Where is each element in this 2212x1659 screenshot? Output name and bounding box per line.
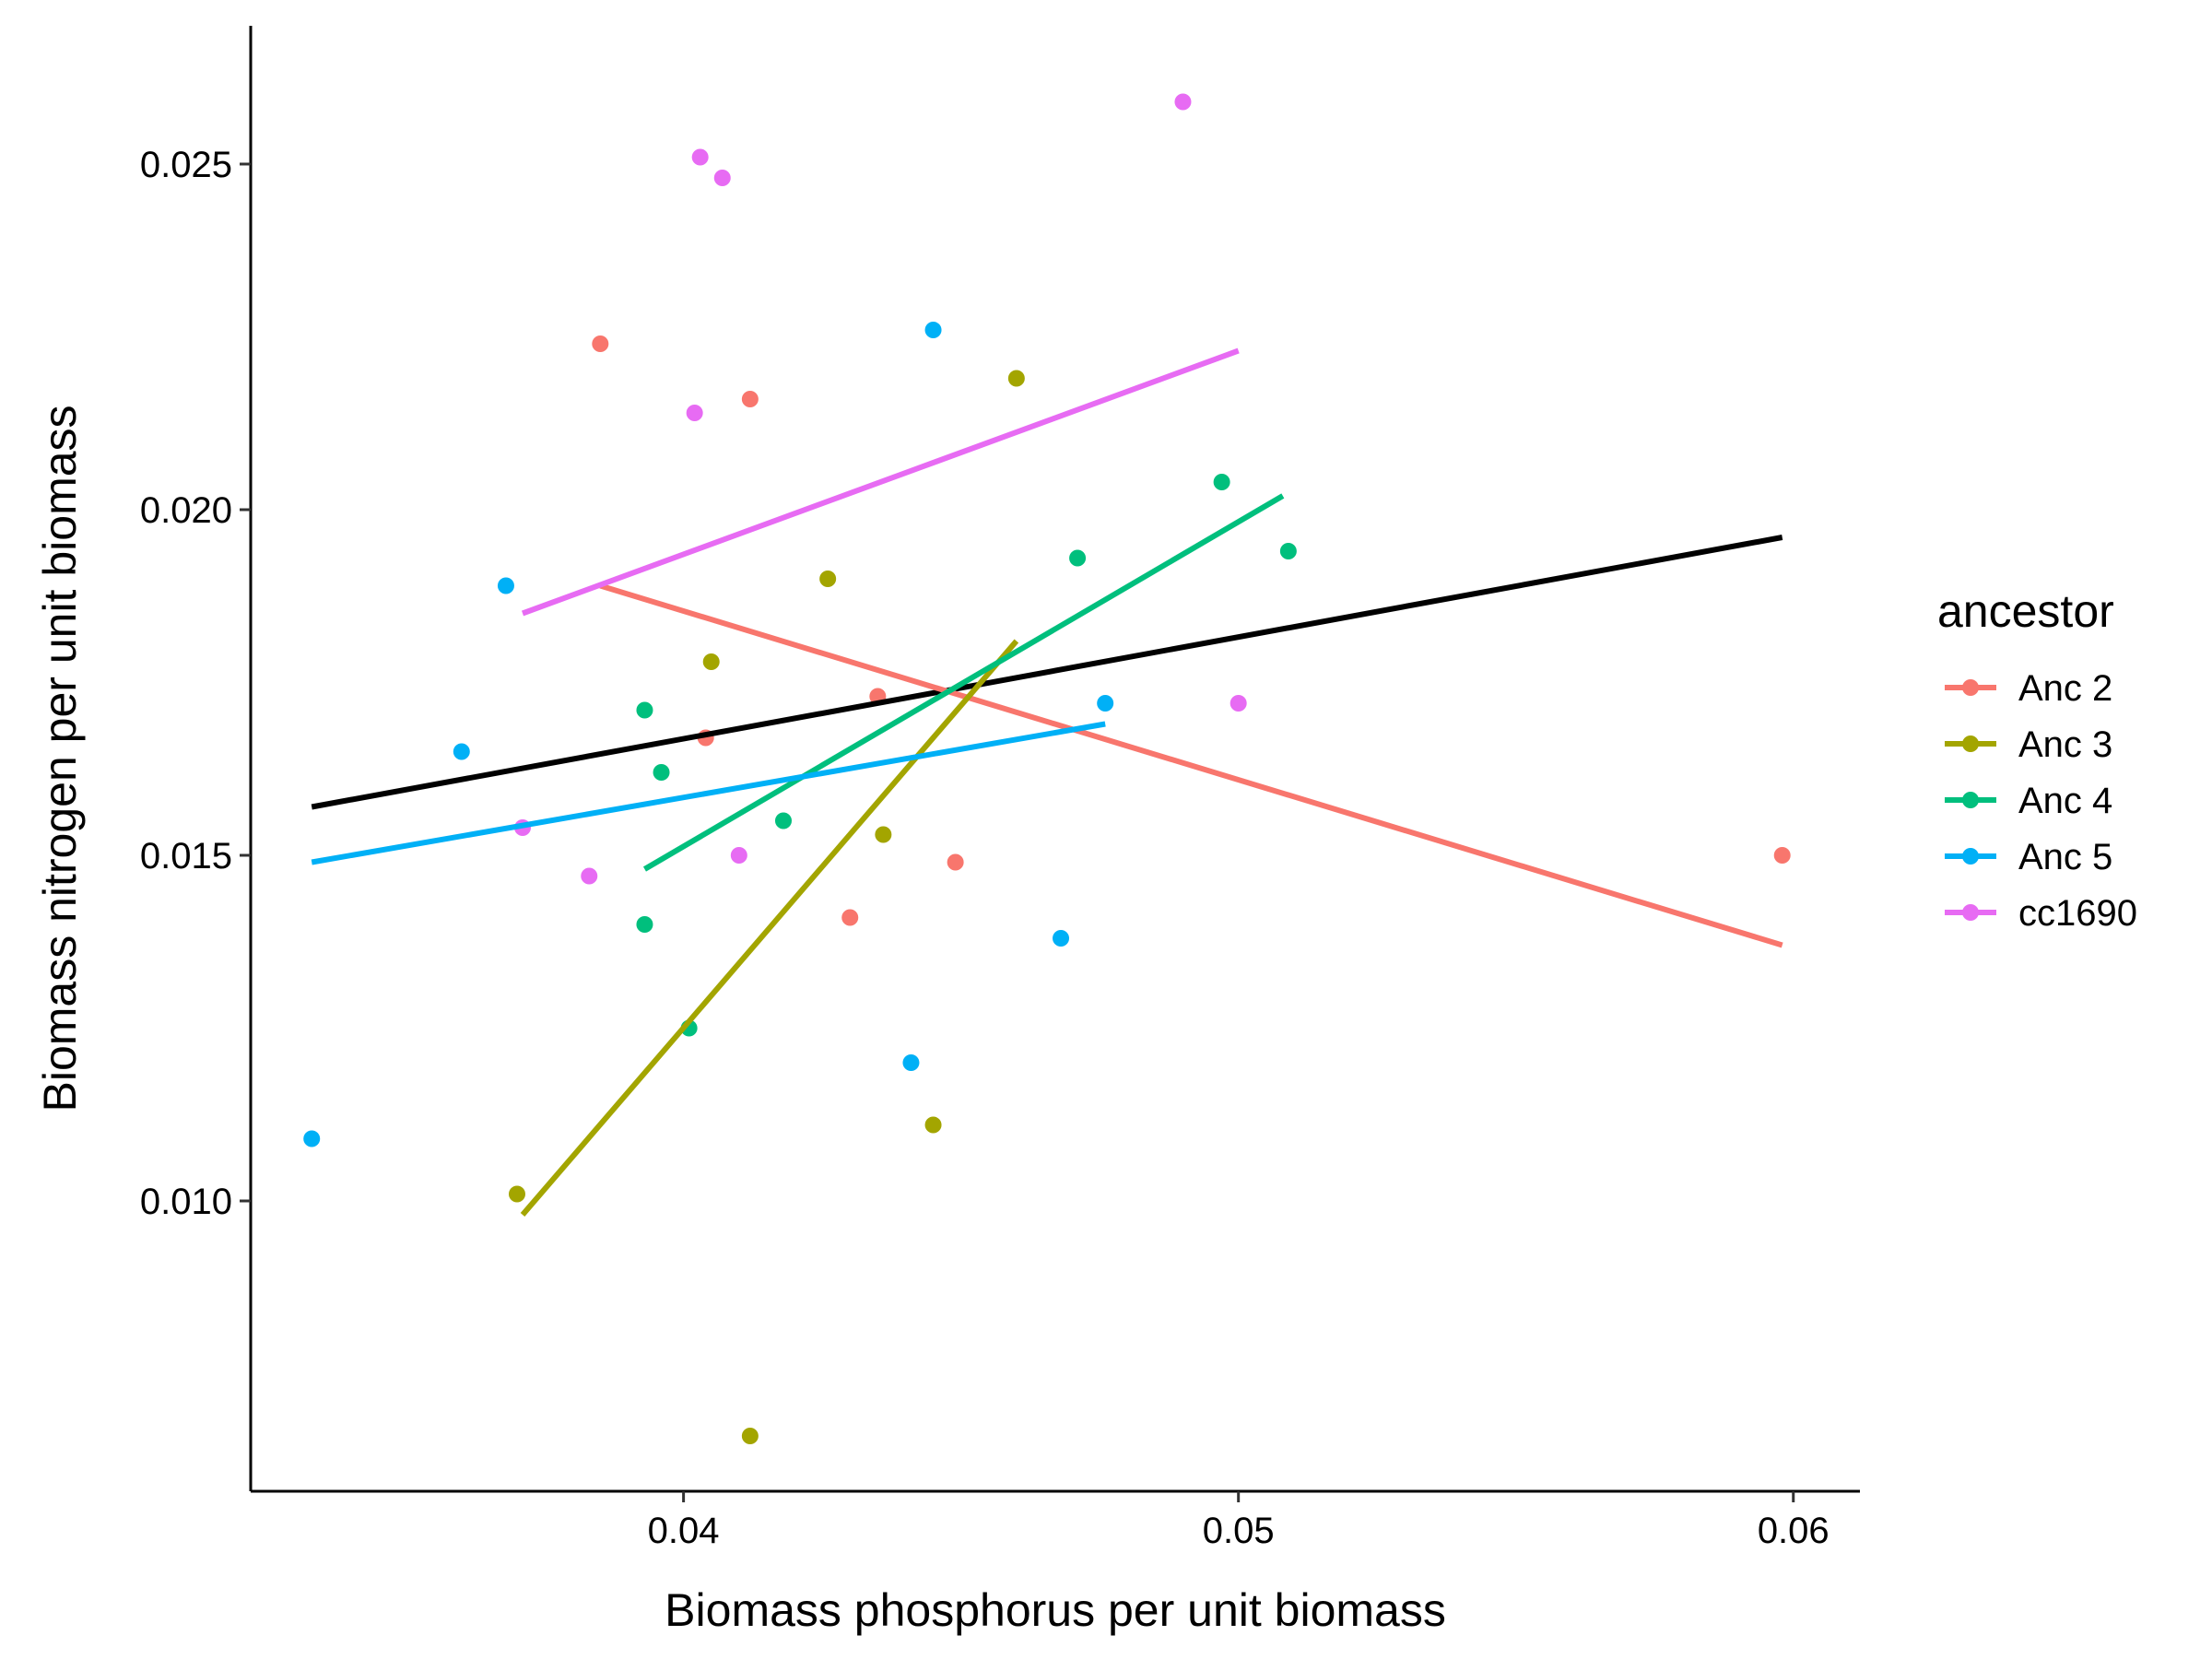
data-point	[581, 867, 598, 885]
data-point	[875, 826, 892, 843]
data-point	[636, 916, 653, 933]
data-point	[819, 571, 837, 587]
legend-label: cc1690	[2018, 893, 2137, 934]
data-point	[741, 391, 759, 407]
data-points	[303, 93, 1791, 1444]
data-point	[730, 847, 747, 864]
data-point	[841, 909, 859, 926]
data-point	[303, 1130, 321, 1147]
data-point	[1069, 549, 1087, 567]
legend-key-point	[1962, 792, 1979, 808]
data-point	[1097, 695, 1114, 712]
data-point	[741, 1428, 759, 1444]
legend-key-point	[1962, 848, 1979, 865]
data-point	[636, 701, 653, 719]
series-fit-line	[311, 721, 1106, 865]
y-tick-label: 0.015	[140, 836, 232, 877]
data-point	[453, 743, 470, 760]
data-point	[1174, 93, 1192, 111]
data-point	[592, 335, 609, 352]
data-point	[686, 405, 703, 421]
data-point	[713, 170, 731, 186]
data-point	[774, 812, 792, 830]
legend-key-point	[1962, 904, 1979, 921]
legend-key-point	[1962, 679, 1979, 696]
series-fit-line	[521, 347, 1240, 617]
data-point	[902, 1054, 920, 1071]
data-point	[1230, 695, 1247, 712]
data-point	[924, 1116, 942, 1134]
ticks: 0.04 0.05 0.06 0.010 0.015 0.020 0.025	[140, 145, 1830, 1551]
data-point	[1773, 847, 1791, 864]
x-tick-label: 0.05	[1203, 1511, 1275, 1551]
x-tick-label: 0.06	[1758, 1511, 1830, 1551]
axes	[249, 26, 1860, 1493]
y-axis-title: Biomass nitrogen per unit biomass	[34, 405, 86, 1112]
legend-label: Anc 4	[2018, 781, 2112, 821]
y-tick-label: 0.020	[140, 490, 232, 531]
legend-key-point	[1962, 735, 1979, 752]
data-point	[947, 853, 964, 871]
data-point	[1007, 370, 1025, 387]
legend-label: Anc 5	[2018, 837, 2112, 877]
data-point	[924, 322, 942, 338]
data-point	[1053, 930, 1070, 947]
legend-title: ancestor	[1937, 585, 2114, 637]
data-point	[691, 148, 709, 166]
data-point	[497, 577, 514, 594]
series-fit-line	[520, 639, 1019, 1217]
data-point	[653, 764, 670, 781]
x-axis-title: Biomass phosphorus per unit biomass	[665, 1584, 1446, 1636]
overall-fit-line	[311, 535, 1783, 810]
data-point	[702, 653, 720, 670]
series-fit-line	[599, 582, 1783, 948]
y-tick-label: 0.010	[140, 1182, 232, 1222]
y-tick-label: 0.025	[140, 145, 232, 185]
data-point	[1213, 474, 1230, 490]
legend: ancestor Anc 2 Anc 3 Anc 4 Anc 5 cc1690	[1937, 585, 2137, 934]
fit-lines	[311, 347, 1783, 1217]
data-point	[1279, 543, 1297, 559]
x-tick-label: 0.04	[648, 1511, 720, 1551]
legend-label: Anc 3	[2018, 724, 2112, 765]
data-point	[508, 1185, 525, 1203]
legend-label: Anc 2	[2018, 668, 2112, 709]
series-fit-line	[642, 493, 1285, 872]
